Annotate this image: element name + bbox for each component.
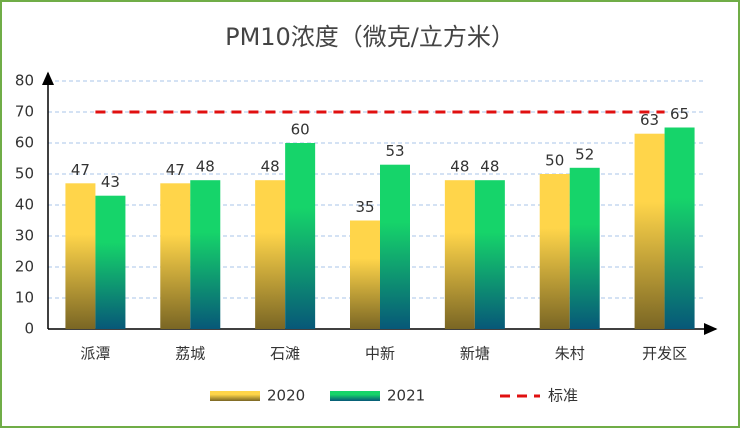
value-label: 47: [71, 161, 90, 179]
bar: [664, 127, 695, 329]
bar: [569, 167, 600, 329]
y-tick-label: 70: [15, 103, 34, 121]
y-tick-label: 10: [15, 289, 34, 307]
value-label: 52: [575, 145, 594, 163]
value-label: 48: [196, 158, 215, 176]
x-tick-label: 石滩: [270, 345, 300, 363]
legend-swatch: [330, 391, 380, 401]
x-tick-label: 朱村: [555, 345, 585, 363]
value-label: 35: [355, 198, 374, 216]
x-tick-label: 派潭: [80, 345, 110, 363]
x-tick-label: 开发区: [642, 345, 687, 363]
bar: [255, 180, 286, 329]
legend-swatch: [210, 391, 260, 401]
y-tick-label: 30: [15, 227, 34, 245]
bar: [95, 195, 126, 329]
bar: [380, 164, 410, 329]
y-tick-label: 0: [24, 320, 34, 338]
y-tick-label: 50: [15, 165, 34, 183]
legend-label: 2020: [267, 387, 305, 405]
bar: [65, 183, 96, 329]
chart-title: PM10浓度（微克/立方米）: [225, 23, 515, 51]
value-label: 63: [640, 111, 659, 129]
value-label: 48: [480, 158, 499, 176]
x-tick-label: 荔城: [175, 345, 205, 363]
value-label: 47: [166, 161, 185, 179]
x-tick-label: 新塘: [460, 345, 490, 363]
bar: [539, 174, 570, 329]
y-tick-label: 40: [15, 196, 34, 214]
bar: [444, 180, 475, 329]
value-label: 65: [670, 105, 689, 123]
bar: [190, 180, 221, 329]
bar: [160, 183, 191, 329]
bar: [634, 133, 665, 329]
y-tick-label: 80: [15, 72, 34, 90]
value-label: 50: [545, 152, 564, 170]
bar: [285, 143, 316, 329]
y-tick-label: 60: [15, 134, 34, 152]
legend-label: 2021: [387, 387, 425, 405]
value-label: 53: [385, 142, 404, 160]
value-label: 43: [101, 173, 120, 191]
bar: [350, 220, 380, 329]
y-tick-label: 20: [15, 258, 34, 276]
value-label: 48: [450, 158, 469, 176]
bar: [474, 180, 505, 329]
x-tick-label: 中新: [365, 345, 395, 363]
value-label: 48: [261, 158, 280, 176]
value-label: 60: [291, 121, 310, 139]
legend-label: 标准: [548, 387, 578, 405]
